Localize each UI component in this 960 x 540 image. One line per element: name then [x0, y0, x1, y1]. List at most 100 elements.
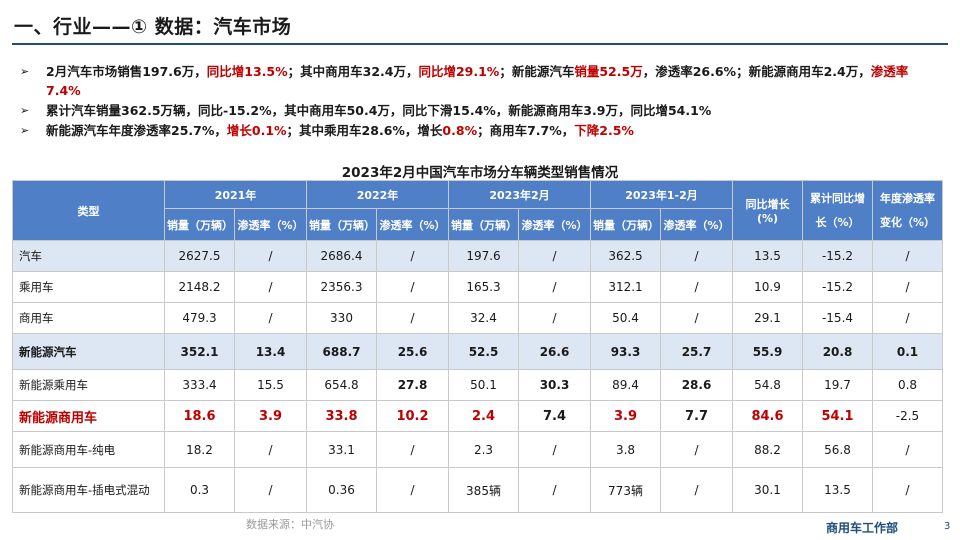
- table-cell: 84.6: [732, 400, 803, 432]
- table-cell: 56.8: [802, 431, 873, 468]
- table-row: 新能源商用车 18.6 3.9 33.8 10.2 2.4 7.4 3.9 7.…: [12, 400, 943, 432]
- table-cell: /: [660, 302, 733, 334]
- table-cell: /: [660, 240, 733, 272]
- table-cell: 19.7: [802, 369, 873, 401]
- table-cell: 0.36: [306, 467, 377, 513]
- table-cell: -15.4: [802, 302, 873, 334]
- sales-table: 类型 2021年 2022年 2023年2月 2023年1-2月 同比增长(%)…: [12, 180, 943, 513]
- header-group: 2022年: [306, 180, 449, 209]
- table-cell: 0.3: [164, 467, 235, 513]
- data-source-note: 数据来源：中汽协: [246, 518, 334, 531]
- table-cell: /: [234, 240, 307, 272]
- table-cell: 362.5: [590, 240, 661, 272]
- table-row: 新能源商用车-插电式混动 0.3 / 0.36 / 385辆 / 773辆 / …: [12, 467, 943, 513]
- table-cell: 2.3: [448, 431, 519, 468]
- table-cell: 10.9: [732, 271, 803, 303]
- table-cell: 312.1: [590, 271, 661, 303]
- bullet-segment: ；其中商用车32.4万，: [287, 64, 419, 79]
- table-cell: 13.5: [732, 240, 803, 272]
- header-sales: 销量（万辆）: [448, 208, 519, 241]
- header-annual-rate-change: 年度渗透率变化（%）: [872, 180, 943, 241]
- table-cell: /: [872, 240, 943, 272]
- header-sales: 销量（万辆）: [164, 208, 235, 241]
- table-cell: 3.8: [590, 431, 661, 468]
- header-group: 2021年: [164, 180, 307, 209]
- table-cell: 2627.5: [164, 240, 235, 272]
- table-row: 乘用车 2148.2 / 2356.3 / 165.3 / 312.1 / 10…: [12, 271, 943, 303]
- table-cell: /: [234, 271, 307, 303]
- table-cell: /: [518, 240, 591, 272]
- row-name: 商用车: [12, 302, 165, 334]
- table-cell: /: [376, 240, 449, 272]
- table-cell: 0.8: [872, 369, 943, 401]
- summary-bullets: ➢ 2月汽车市场销售197.6万，同比增13.5%；其中商用车32.4万，同比增…: [20, 62, 930, 141]
- table-cell: /: [234, 467, 307, 513]
- bullet-segment-highlight: 增长0.1%: [226, 123, 287, 138]
- table-cell: /: [660, 271, 733, 303]
- table-cell: /: [518, 302, 591, 334]
- table-cell: /: [234, 302, 307, 334]
- bullet-item: ➢ 新能源汽车年度渗透率25.7%，增长0.1%；其中乘用车28.6%，增长0.…: [20, 121, 930, 140]
- bullet-segment: 累计汽车销量362.5万辆，同比-15.2%，其中商用车50.4万，同比下滑15…: [46, 103, 712, 118]
- table-cell: 3.9: [590, 400, 661, 432]
- table-cell: 13.5: [802, 467, 873, 513]
- table-cell: 20.8: [802, 333, 873, 370]
- table-cell: 88.2: [732, 431, 803, 468]
- table-cell: 33.8: [306, 400, 377, 432]
- table-cell: 2686.4: [306, 240, 377, 272]
- table-cell: 26.6: [518, 333, 591, 370]
- table-cell: 89.4: [590, 369, 661, 401]
- table-cell: 3.9: [234, 400, 307, 432]
- header-rate: 渗透率（%）: [234, 208, 307, 241]
- table-cell: 50.4: [590, 302, 661, 334]
- table-cell: /: [872, 431, 943, 468]
- arrow-bullet-icon: ➢: [20, 65, 30, 78]
- table-cell: /: [872, 271, 943, 303]
- row-name: 新能源商用车: [12, 400, 165, 432]
- bullet-segment: 新能源汽车年度渗透率25.7%，: [46, 123, 227, 138]
- table-row: 新能源商用车-纯电 18.2 / 33.1 / 2.3 / 3.8 / 88.2…: [12, 431, 943, 468]
- bullet-segment-highlight: 销量52.5万: [574, 64, 643, 79]
- page-title: 一、行业——① 数据：汽车市场: [14, 16, 292, 38]
- bullet-item: ➢ 2月汽车市场销售197.6万，同比增13.5%；其中商用车32.4万，同比增…: [20, 62, 930, 100]
- table-cell: 29.1: [732, 302, 803, 334]
- page-number: 3: [944, 521, 951, 532]
- header-rate: 渗透率（%）: [376, 208, 449, 241]
- table-cell: 30.3: [518, 369, 591, 401]
- header-group: 2023年1-2月: [590, 180, 733, 209]
- header-cumulative-yoy: 累计同比增长（%）: [802, 180, 873, 241]
- table-cell: 93.3: [590, 333, 661, 370]
- table-row: 汽车 2627.5 / 2686.4 / 197.6 / 362.5 / 13.…: [12, 240, 943, 272]
- row-name: 新能源汽车: [12, 333, 165, 370]
- bullet-segment: ；新能源汽车: [499, 64, 575, 79]
- table-cell: 52.5: [448, 333, 519, 370]
- header-rate: 渗透率（%）: [660, 208, 733, 241]
- table-cell: 2356.3: [306, 271, 377, 303]
- table-cell: 654.8: [306, 369, 377, 401]
- table-cell: /: [660, 467, 733, 513]
- table-cell: /: [660, 431, 733, 468]
- bullet-segment-highlight: 渗透率7.4%: [46, 64, 909, 98]
- row-name: 新能源乘用车: [12, 369, 165, 401]
- table-cell: 330: [306, 302, 377, 334]
- table-cell: 27.8: [376, 369, 449, 401]
- table-cell: 32.4: [448, 302, 519, 334]
- table-cell: /: [376, 302, 449, 334]
- table-cell: -15.2: [802, 240, 873, 272]
- table-cell: -2.5: [872, 400, 943, 432]
- bullet-segment: ；商用车7.7%，: [477, 123, 575, 138]
- table-title: 2023年2月中国汽车市场分车辆类型销售情况: [341, 165, 619, 181]
- table-row: 新能源乘用车 333.4 15.5 654.8 27.8 50.1 30.3 8…: [12, 369, 943, 401]
- bullet-segment: 2月汽车市场销售197.6万，: [46, 64, 207, 79]
- table-row: 新能源汽车 352.1 13.4 688.7 25.6 52.5 26.6 93…: [12, 333, 943, 370]
- table-cell: 10.2: [376, 400, 449, 432]
- bullet-segment: ；其中乘用车28.6%，增长: [286, 123, 443, 138]
- table-cell: 7.4: [518, 400, 591, 432]
- table-cell: 30.1: [732, 467, 803, 513]
- table-cell: /: [234, 431, 307, 468]
- table-cell: 479.3: [164, 302, 235, 334]
- bullet-item: ➢ 累计汽车销量362.5万辆，同比-15.2%，其中商用车50.4万，同比下滑…: [20, 101, 930, 120]
- table-cell: 2.4: [448, 400, 519, 432]
- header-sales: 销量（万辆）: [590, 208, 661, 241]
- table-cell: 165.3: [448, 271, 519, 303]
